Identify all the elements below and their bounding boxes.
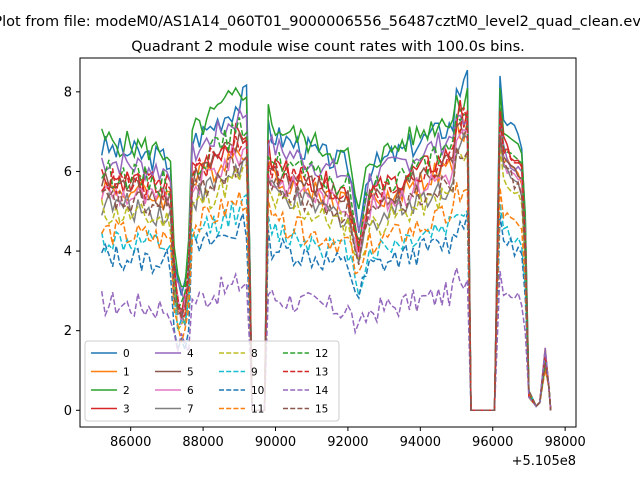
series-line-9 xyxy=(100,193,552,412)
y-tick-label: 0 xyxy=(64,404,72,419)
legend-label-14: 14 xyxy=(315,385,329,397)
chart-title: Quadrant 2 module wise count rates with … xyxy=(131,39,525,55)
y-tick-label: 4 xyxy=(64,245,72,260)
x-tick-label: 92000 xyxy=(327,435,368,450)
x-tick-label: 94000 xyxy=(400,435,441,450)
legend-label-13: 13 xyxy=(315,367,328,379)
series-line-14 xyxy=(100,265,552,412)
x-offset-label: +5.105e8 xyxy=(512,454,576,469)
series-line-11 xyxy=(101,182,552,412)
legend-label-0: 0 xyxy=(123,348,130,360)
legend-label-1: 1 xyxy=(123,367,130,379)
series-line-2 xyxy=(100,86,552,412)
y-tick-label: 2 xyxy=(64,324,72,339)
legend-label-5: 5 xyxy=(187,367,194,379)
legend-label-3: 3 xyxy=(123,404,130,416)
series-line-10 xyxy=(101,213,552,412)
legend-label-10: 10 xyxy=(251,385,264,397)
legend-label-15: 15 xyxy=(315,404,328,416)
legend-label-4: 4 xyxy=(187,348,194,360)
legend-label-12: 12 xyxy=(315,348,328,360)
legend-box xyxy=(84,340,340,422)
x-tick-label: 86000 xyxy=(110,435,151,450)
axes-frame xyxy=(79,57,577,428)
chart-suptitle: Plot from file: modeM0/AS1A14_060T01_900… xyxy=(0,14,640,30)
x-tick-label: 88000 xyxy=(182,435,223,450)
x-tick-label: 96000 xyxy=(472,435,513,450)
y-axis: 0 2 4 6 8 xyxy=(64,85,80,419)
y-tick-label: 6 xyxy=(64,165,72,180)
legend-label-7: 7 xyxy=(187,404,194,416)
x-axis: 86000 88000 90000 92000 94000 96000 98000 xyxy=(110,427,586,450)
series-lines xyxy=(100,69,552,412)
legend-label-11: 11 xyxy=(251,404,264,416)
legend-label-9: 9 xyxy=(251,367,258,379)
legend-label-2: 2 xyxy=(123,385,130,397)
y-tick-label: 8 xyxy=(64,85,72,100)
x-tick-label: 90000 xyxy=(255,435,296,450)
legend-label-8: 8 xyxy=(251,348,258,360)
legend-label-6: 6 xyxy=(187,385,194,397)
series-layer xyxy=(100,69,552,412)
series-line-15 xyxy=(101,135,552,412)
x-tick-label: 98000 xyxy=(544,435,585,450)
